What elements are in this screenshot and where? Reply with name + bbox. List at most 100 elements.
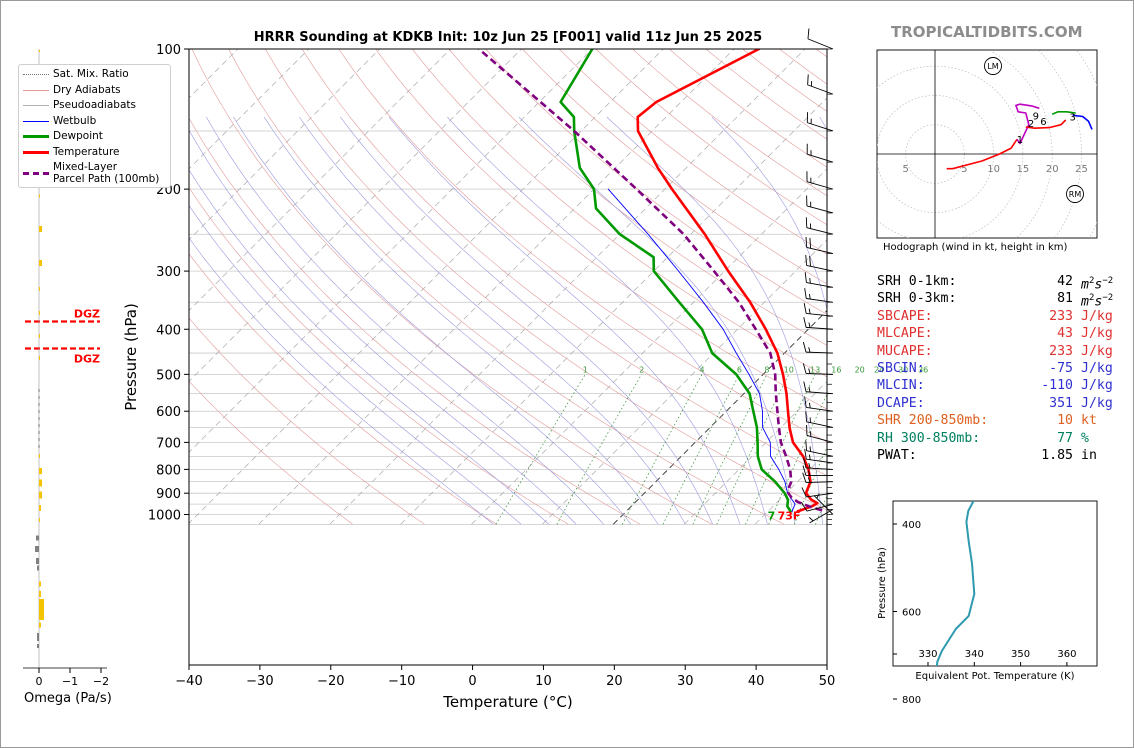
theta-e-x-label: Equivalent Pot. Temperature (K) <box>915 671 1074 682</box>
dry-adiabat <box>301 49 827 477</box>
stat-value: -110 <box>1041 378 1073 394</box>
omega-bar <box>39 479 42 487</box>
legend-label-line: Parcel Path (100mb) <box>53 173 160 185</box>
series-dewpoint-line <box>559 49 792 513</box>
wind-barb <box>807 28 834 50</box>
x-tick-label: 40 <box>748 674 765 689</box>
wind-barb-shaft <box>806 372 834 375</box>
brand-watermark: TROPICALTIDBITS.COM <box>891 23 1083 41</box>
wind-barb-shaft <box>806 391 834 395</box>
wind-barb <box>803 457 834 470</box>
wind-barb <box>803 317 834 330</box>
mixing-ratio-line <box>793 446 827 525</box>
isotherm-line <box>612 309 827 525</box>
legend-swatch <box>23 120 49 122</box>
stat-value: 10 <box>1057 413 1073 429</box>
x-tick-label: 20 <box>606 674 623 689</box>
hodograph-frame <box>876 49 1098 239</box>
stat-row: MUCAPE: 233 J/kg <box>877 343 1113 360</box>
omega-bar <box>36 535 39 541</box>
omega-bar <box>39 468 42 474</box>
dry-adiabat <box>522 49 827 285</box>
mixing-ratio-line <box>556 374 642 525</box>
wind-barb <box>802 465 833 477</box>
isotherm-line <box>471 168 827 525</box>
omega-bar <box>37 633 39 641</box>
wind-barb-shaft <box>806 298 834 303</box>
y-tick-label: 400 <box>156 323 181 338</box>
wind-barb-shaft <box>806 326 834 330</box>
omega-axis-label: Omega (Pa/s) <box>24 691 112 706</box>
pseudoadiabat <box>189 204 522 525</box>
theta-e-y-tick-label: 400 <box>902 520 921 531</box>
hodograph-ring-label: 20 <box>1046 164 1059 175</box>
wind-barb <box>802 472 834 484</box>
stat-label: DCAPE: <box>877 395 925 411</box>
y-tick-label: 700 <box>156 436 181 451</box>
stat-unit: m2s−2 <box>1081 293 1114 310</box>
wind-barb-shaft <box>807 38 834 50</box>
y-tick-label: 1000 <box>148 509 181 524</box>
x-tick-label: −30 <box>246 674 273 689</box>
legend-label-line: Sat. Mix. Ratio <box>53 68 129 80</box>
wind-barb <box>805 440 834 457</box>
theta-e-x-tick-label: 350 <box>1011 649 1030 660</box>
wind-barb-shaft <box>806 246 834 254</box>
mixing-ratio-label: 2 <box>639 365 644 374</box>
x-tick-label: 10 <box>535 674 552 689</box>
theta-e-x-tick-label: 360 <box>1057 649 1076 660</box>
mixing-ratio-label: 1 <box>583 365 588 374</box>
y-tick-label: 100 <box>156 43 181 58</box>
stat-row: RH 300-850mb: 77% <box>877 430 1113 447</box>
wind-barb-shaft <box>806 458 834 464</box>
legend-label-line: Dewpoint <box>53 130 103 142</box>
omega-bar <box>39 226 42 232</box>
pseudoadiabat <box>606 116 823 525</box>
wind-barb-half-flag <box>816 493 820 499</box>
omega-bar <box>39 591 41 597</box>
isotherm-line <box>542 239 827 525</box>
mixing-ratio-line <box>768 393 827 525</box>
wind-barb-flag <box>801 501 808 512</box>
wind-barb-half-flag <box>808 293 811 300</box>
legend-swatch <box>23 105 49 106</box>
stats-table: SRH 0-1km: 42 m2s−2 SRH 0-3km: 81 m2s−2 SBCAPE… <box>877 273 1113 464</box>
wind-barbs <box>801 28 834 665</box>
mixing-ratio-line <box>622 374 703 525</box>
stat-label: SRH 0-1km: <box>877 274 957 289</box>
wind-barb-shaft <box>806 421 834 428</box>
wind-barb-half-flag <box>808 454 811 460</box>
stat-row: SBCIN: -75 J/kg <box>877 360 1113 377</box>
isotherm-line <box>189 49 664 524</box>
omega-bar <box>37 644 39 648</box>
wind-barb-half-flag <box>808 386 811 393</box>
omega-bar <box>39 599 44 607</box>
legend-label: Pseudoadiabats <box>53 99 136 111</box>
stat-unit: % <box>1081 430 1089 446</box>
wind-barb <box>802 341 834 354</box>
omega-bar <box>37 565 39 571</box>
wind-barb-half-flag <box>808 516 814 522</box>
dry-adiabat <box>189 317 425 525</box>
wind-barb-shaft <box>806 467 834 470</box>
stat-unit: in <box>1081 447 1097 463</box>
mixing-ratio-lines: 1 2 4 6 8 10 13 16 20 24 30 36 <box>583 365 929 374</box>
stat-label: SRH 0-3km: <box>877 291 957 307</box>
hodograph-trace <box>1072 114 1093 130</box>
x-tick-label: −40 <box>175 674 202 689</box>
legend-label-line: Temperature <box>53 145 120 158</box>
mixing-ratio-line <box>815 494 827 525</box>
wind-barb <box>806 112 834 132</box>
wind-barb <box>803 303 834 317</box>
wind-barb-flag <box>805 236 808 248</box>
stat-value: 42 <box>1057 274 1073 289</box>
wind-barb-half-flag <box>808 347 811 353</box>
theta-e-line <box>935 501 976 666</box>
surface-temp-label: 73F <box>778 509 801 522</box>
hodograph-trace <box>1051 111 1076 115</box>
wind-barb-shaft <box>806 492 834 498</box>
theta-e-frame <box>892 500 1098 667</box>
storm-motion-marker <box>984 57 1002 75</box>
